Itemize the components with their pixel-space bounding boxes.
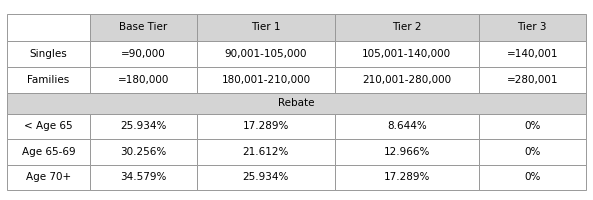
Bar [7, 67, 90, 93]
Bar [197, 114, 335, 139]
Text: 0%: 0% [524, 172, 540, 182]
Bar [7, 41, 90, 67]
Text: 25.934%: 25.934% [120, 121, 167, 131]
Bar [479, 114, 586, 139]
Bar [479, 67, 586, 93]
Text: 0%: 0% [524, 121, 540, 131]
Text: Base Tier: Base Tier [119, 22, 167, 32]
Text: =90,000: =90,000 [121, 49, 166, 59]
Text: 90,001-105,000: 90,001-105,000 [225, 49, 307, 59]
Bar [7, 114, 90, 139]
Text: Singles: Singles [30, 49, 68, 59]
Bar [90, 114, 197, 139]
Bar [197, 165, 335, 190]
Bar [479, 165, 586, 190]
Bar [335, 41, 479, 67]
Text: 210,001-280,000: 210,001-280,000 [362, 75, 451, 85]
Text: 180,001-210,000: 180,001-210,000 [221, 75, 311, 85]
Bar [90, 139, 197, 165]
Text: =280,001: =280,001 [506, 75, 558, 85]
Bar [7, 139, 90, 165]
Text: Tier 1: Tier 1 [251, 22, 280, 32]
Text: 0%: 0% [524, 147, 540, 157]
Bar [197, 41, 335, 67]
Bar [7, 14, 90, 41]
Bar [197, 139, 335, 165]
Bar [90, 14, 197, 41]
Text: 12.966%: 12.966% [384, 147, 430, 157]
Text: Tier 2: Tier 2 [392, 22, 422, 32]
Bar [197, 67, 335, 93]
Bar [335, 114, 479, 139]
Bar [479, 41, 586, 67]
Bar [90, 67, 197, 93]
Text: 17.289%: 17.289% [384, 172, 430, 182]
Bar [335, 165, 479, 190]
Text: Age 70+: Age 70+ [26, 172, 71, 182]
Bar [7, 93, 586, 114]
Text: 105,001-140,000: 105,001-140,000 [362, 49, 451, 59]
Text: =140,001: =140,001 [506, 49, 558, 59]
Text: 30.256%: 30.256% [120, 147, 167, 157]
Text: 25.934%: 25.934% [243, 172, 289, 182]
Text: 17.289%: 17.289% [243, 121, 289, 131]
Bar [90, 165, 197, 190]
Text: Age 65-69: Age 65-69 [21, 147, 75, 157]
Bar [479, 139, 586, 165]
Bar [7, 165, 90, 190]
Text: 8.644%: 8.644% [387, 121, 426, 131]
Bar [90, 41, 197, 67]
Text: Rebate: Rebate [278, 98, 315, 108]
Bar [335, 67, 479, 93]
Bar [479, 14, 586, 41]
Text: =180,000: =180,000 [117, 75, 169, 85]
Text: 21.612%: 21.612% [243, 147, 289, 157]
Bar [335, 139, 479, 165]
Text: 34.579%: 34.579% [120, 172, 167, 182]
Text: < Age 65: < Age 65 [24, 121, 73, 131]
Bar [335, 14, 479, 41]
Text: Families: Families [27, 75, 69, 85]
Bar [197, 14, 335, 41]
Text: Tier 3: Tier 3 [518, 22, 547, 32]
